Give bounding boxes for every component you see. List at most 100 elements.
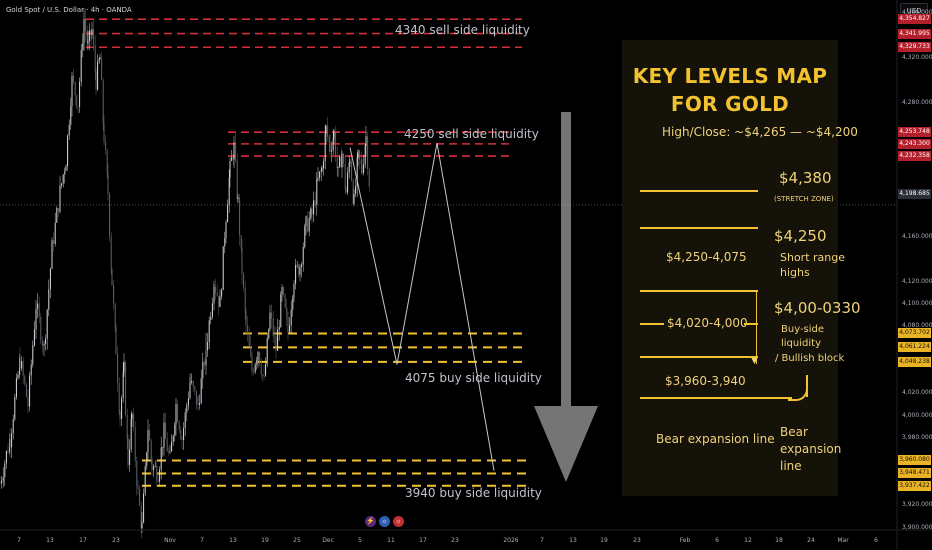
candle-body bbox=[79, 81, 81, 107]
candle-body bbox=[61, 183, 63, 186]
symbol-header[interactable]: Gold Spot / U.S. Dollar · 4h · OANDA bbox=[6, 6, 132, 14]
event-icons[interactable]: ⚡ ☼ ☼ bbox=[365, 516, 404, 527]
time-tick: 13 bbox=[46, 537, 54, 544]
candle-body bbox=[323, 161, 325, 169]
time-tick: 11 bbox=[387, 537, 395, 544]
candle-body bbox=[295, 265, 297, 284]
price-tick: 4,280.000 bbox=[902, 98, 932, 106]
candle-body bbox=[140, 505, 142, 529]
candle-body bbox=[215, 286, 217, 293]
level-line-range2-right bbox=[744, 323, 758, 325]
flag-icon-us[interactable]: ☼ bbox=[379, 516, 390, 527]
candle-body bbox=[51, 240, 53, 269]
candle-body bbox=[56, 207, 58, 223]
candle-body bbox=[293, 283, 295, 298]
range1-label: $4,250-4,075 bbox=[666, 250, 747, 264]
price-badge: 4,232.358 bbox=[898, 151, 931, 162]
candle-body bbox=[241, 248, 243, 275]
key-levels-card: KEY LEVELS MAP FOR GOLD High/Close: ~$4,… bbox=[622, 40, 861, 496]
candle-body bbox=[257, 352, 259, 360]
candle-body bbox=[367, 136, 369, 170]
candle-body bbox=[97, 61, 99, 90]
flag-icon-us-2[interactable]: ☼ bbox=[393, 516, 404, 527]
price-tick: 4,020.000 bbox=[902, 389, 932, 397]
candle-body bbox=[263, 375, 265, 377]
price-badge: 4,329.733 bbox=[898, 42, 931, 53]
time-tick: 13 bbox=[229, 537, 237, 544]
candle-body bbox=[351, 161, 353, 181]
candle-body bbox=[71, 75, 73, 107]
candle-body bbox=[156, 465, 158, 481]
candle-body bbox=[64, 170, 66, 175]
candle-body bbox=[131, 414, 133, 419]
candle-body bbox=[27, 396, 29, 407]
level-line-4380 bbox=[640, 190, 758, 192]
candle-body bbox=[244, 287, 246, 312]
level1-price: $4,380 bbox=[779, 169, 832, 187]
candle-body bbox=[17, 374, 19, 379]
candle-body bbox=[162, 447, 164, 448]
candle-body bbox=[117, 354, 119, 384]
level-label-3940: 3940 buy side liquidity bbox=[405, 486, 542, 500]
candle-body bbox=[254, 364, 256, 373]
candle-body bbox=[335, 131, 337, 158]
candle-body bbox=[150, 440, 152, 460]
candle-body bbox=[151, 459, 153, 471]
price-tick: 4,120.000 bbox=[902, 277, 932, 285]
candle-body bbox=[146, 452, 148, 467]
candle-body bbox=[311, 208, 313, 215]
candle-body bbox=[101, 57, 103, 81]
time-tick: Nov bbox=[164, 537, 176, 544]
candle-body bbox=[174, 424, 176, 436]
time-tick: 23 bbox=[112, 537, 120, 544]
time-tick: 19 bbox=[600, 537, 608, 544]
candle-body bbox=[133, 414, 135, 428]
candle-body bbox=[331, 150, 333, 152]
candle-body bbox=[103, 122, 105, 142]
time-tick: 7 bbox=[200, 537, 204, 544]
candle-body bbox=[85, 19, 87, 32]
candle-body bbox=[154, 465, 156, 467]
card-title-line2: FOR GOLD bbox=[670, 92, 790, 116]
price-tick: 4,100.000 bbox=[902, 300, 932, 308]
candle-body bbox=[283, 287, 285, 295]
candle-body bbox=[139, 489, 141, 506]
candle-body bbox=[236, 160, 238, 199]
level-line-4250 bbox=[640, 227, 758, 229]
candle-body bbox=[250, 346, 252, 357]
candle-body bbox=[277, 329, 279, 351]
candle-body bbox=[129, 449, 131, 466]
candle-body bbox=[37, 303, 39, 309]
level-line-range-bottom bbox=[640, 356, 758, 358]
candle-body bbox=[91, 29, 93, 35]
candle-body bbox=[144, 466, 146, 494]
candle-body bbox=[232, 157, 234, 160]
candle-body bbox=[310, 208, 312, 219]
candle-body bbox=[7, 451, 9, 453]
candle-body bbox=[137, 486, 139, 490]
candle-body bbox=[302, 246, 304, 265]
candle-body bbox=[147, 430, 149, 453]
candle-body bbox=[159, 469, 161, 482]
candle-body bbox=[340, 157, 342, 168]
bracket-arrow-icon: ▼ bbox=[751, 356, 758, 366]
candle-body bbox=[200, 378, 202, 404]
candle-body bbox=[332, 138, 334, 151]
candle-body bbox=[314, 200, 316, 205]
candle-body bbox=[368, 169, 370, 188]
price-badge: 4,048.238 bbox=[898, 356, 931, 367]
candle-body bbox=[189, 383, 191, 399]
candle-body bbox=[269, 312, 271, 330]
candle-body bbox=[265, 364, 267, 376]
candle-body bbox=[260, 364, 262, 375]
candle-body bbox=[38, 303, 40, 317]
candle-body bbox=[189, 382, 191, 384]
candle-body bbox=[353, 194, 355, 204]
candle-body bbox=[292, 297, 294, 310]
time-tick: Feb bbox=[679, 537, 691, 544]
range2-note1: Buy-side bbox=[781, 324, 825, 335]
candle-body bbox=[184, 412, 186, 428]
lightning-icon[interactable]: ⚡ bbox=[365, 516, 376, 527]
candle-body bbox=[90, 30, 92, 35]
